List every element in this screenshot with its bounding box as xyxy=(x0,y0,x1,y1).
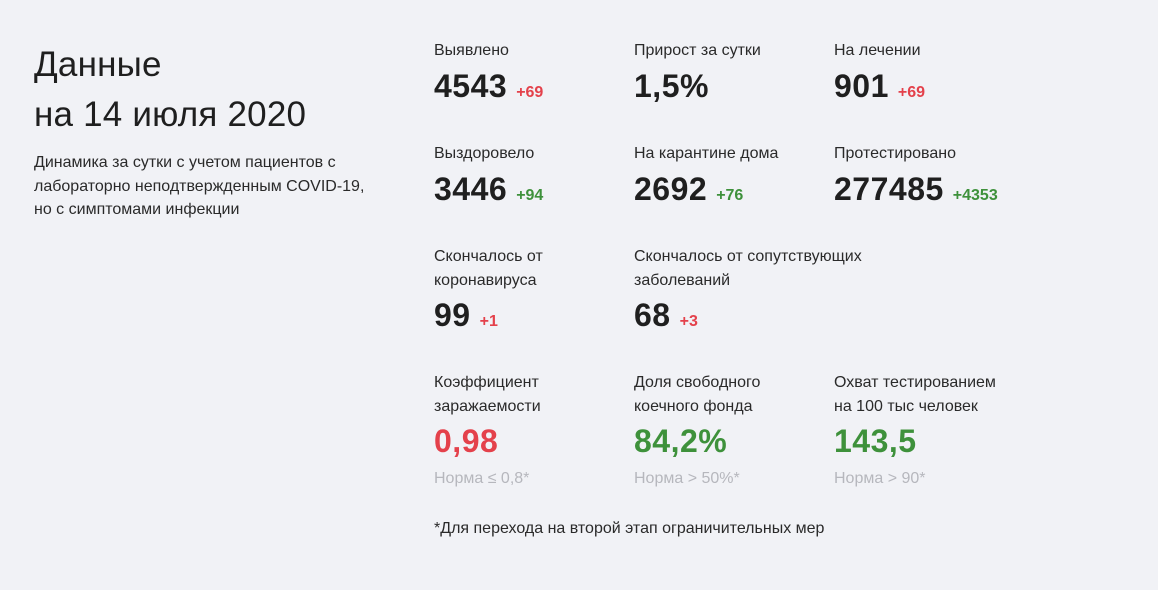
stat-label: На лечении xyxy=(834,42,921,59)
stat-norm: Норма ≤ 0,8* xyxy=(434,470,530,487)
stat-value: 4543 xyxy=(434,67,508,104)
stat-label-line2: коронавируса xyxy=(434,271,537,289)
stat-value: 68 xyxy=(634,297,671,333)
stat-home-quarantine: На карантине дома 2692 +76 xyxy=(634,142,834,208)
stat-label-line1: Скончалось от сопутствующих xyxy=(634,248,862,265)
stat-label-line2: заболеваний xyxy=(634,271,731,289)
stat-label: Выздоровело xyxy=(434,145,535,162)
stat-delta: +76 xyxy=(716,186,744,204)
stat-detected: Выявлено 4543 +69 xyxy=(434,39,634,105)
stat-value: 3446 xyxy=(434,170,508,207)
stat-delta: +94 xyxy=(516,186,544,204)
stat-tested: Протестировано 277485 +4353 xyxy=(834,142,1094,208)
stat-in-treatment: На лечении 901 +69 xyxy=(834,39,1034,105)
page-subtitle: Динамика за сутки с учетом пациентов с л… xyxy=(34,154,365,218)
stat-label-line2: на 100 тыс человек xyxy=(834,397,978,415)
stat-norm: Норма > 90* xyxy=(834,470,926,487)
stat-label-line2: заражаемости xyxy=(434,397,541,415)
stat-label-line1: Охват тестированием xyxy=(834,374,996,391)
stat-value: 143,5 xyxy=(834,423,917,459)
stat-label-line2: коечного фонда xyxy=(634,397,753,415)
stat-value: 277485 xyxy=(834,170,944,207)
stat-label-line1: Коэффициент xyxy=(434,374,539,391)
stat-recovered: Выздоровело 3446 +94 xyxy=(434,142,634,208)
stat-label: Выявлено xyxy=(434,42,509,59)
stat-died-covid: Скончалось от коронавируса 99 +1 xyxy=(434,245,634,334)
stat-infection-rate: Коэффициент заражаемости 0,98 Норма ≤ 0,… xyxy=(434,371,634,488)
stat-free-beds: Доля свободного коечного фонда 84,2% Нор… xyxy=(634,371,834,488)
stat-label: На карантине дома xyxy=(634,145,779,162)
stat-delta: +69 xyxy=(897,83,926,101)
stat-norm: Норма > 50%* xyxy=(634,470,740,487)
stat-delta: +4353 xyxy=(952,186,998,204)
stat-label: Прирост за сутки xyxy=(634,42,761,59)
stat-value: 84,2% xyxy=(634,423,728,459)
footnote: *Для перехода на второй этап ограничител… xyxy=(434,520,825,537)
page-title-line1: Данные xyxy=(34,45,162,84)
stat-daily-growth: Прирост за сутки 1,5% xyxy=(634,39,834,105)
stat-delta: +1 xyxy=(479,313,498,330)
stat-value: 2692 xyxy=(634,170,708,207)
stat-label-line1: Доля свободного xyxy=(634,374,761,391)
stat-value: 99 xyxy=(434,297,471,333)
stat-delta: +69 xyxy=(516,83,544,101)
stat-delta: +3 xyxy=(679,313,698,330)
page-title-line2: на 14 июля 2020 xyxy=(34,95,307,134)
stat-value: 901 xyxy=(834,67,889,104)
stat-value: 1,5% xyxy=(634,67,709,104)
stat-label: Протестировано xyxy=(834,145,957,162)
stat-died-comorbid: Скончалось от сопутствующих заболеваний … xyxy=(634,245,934,334)
stat-value: 0,98 xyxy=(434,423,499,459)
stat-label-line1: Скончалось от xyxy=(434,248,543,265)
page-title: Данные на 14 июля 2020 xyxy=(34,40,306,140)
stat-testing-coverage: Охват тестированием на 100 тыс человек 1… xyxy=(834,371,1034,488)
